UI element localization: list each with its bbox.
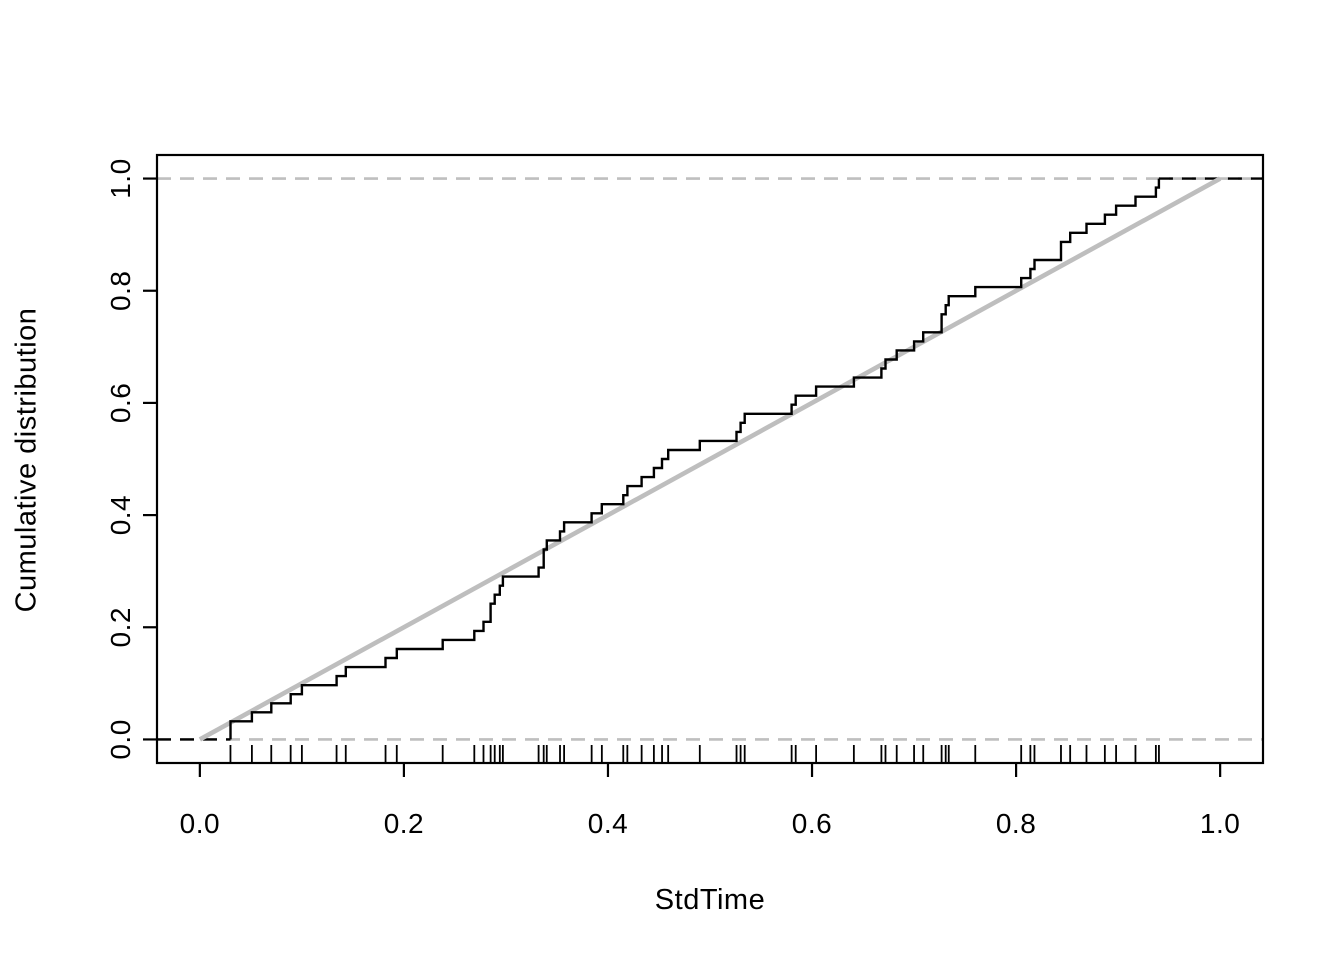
x-tick-label: 1.0 bbox=[1200, 808, 1240, 839]
x-tick-label: 0.8 bbox=[996, 808, 1036, 839]
x-tick-label: 0.2 bbox=[384, 808, 424, 839]
x-tick-label: 0.6 bbox=[792, 808, 832, 839]
y-tick-label: 0.8 bbox=[105, 271, 136, 311]
reference-diagonal-line bbox=[198, 176, 1222, 742]
y-axis-title: Cumulative distribution bbox=[10, 307, 43, 613]
plot-box bbox=[155, 153, 1265, 765]
y-tick-label: 0.0 bbox=[105, 719, 136, 759]
ecdf-step-line bbox=[229, 178, 1161, 740]
y-tick-label: 1.0 bbox=[105, 158, 136, 198]
y-tick-label: 0.2 bbox=[105, 607, 136, 647]
x-tick-label: 0.0 bbox=[180, 808, 220, 839]
x-tick-label: 0.4 bbox=[588, 808, 628, 839]
y-tick-label: 0.6 bbox=[105, 383, 136, 423]
x-axis-title: StdTime bbox=[654, 884, 766, 916]
y-tick-label: 0.4 bbox=[105, 495, 136, 535]
